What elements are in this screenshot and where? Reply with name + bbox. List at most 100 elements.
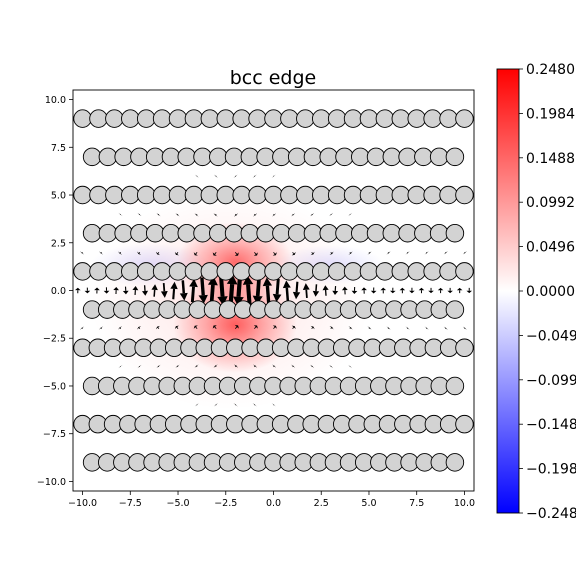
atom-row-4	[343, 262, 363, 281]
atom-row-4	[73, 262, 92, 281]
displacement-arrow	[310, 251, 315, 256]
displacement-arrow	[329, 251, 334, 255]
atom-row-1	[256, 147, 275, 167]
atom-row-3	[351, 223, 370, 243]
displacement-arrow	[137, 212, 142, 217]
atom-row-0	[264, 109, 283, 128]
displacement-arrow	[443, 326, 448, 330]
atom-row-2	[343, 185, 363, 205]
displacement-arrow	[99, 251, 104, 255]
atom-row-3	[161, 223, 181, 243]
atom-row-1	[335, 147, 354, 167]
y-tick-label: −2.5	[43, 334, 66, 345]
displacement-arrow	[233, 174, 238, 178]
displacement-arrow	[447, 287, 453, 294]
displacement-arrow	[213, 213, 218, 217]
atom-row-1	[303, 147, 323, 167]
displacement-arrow	[462, 251, 467, 255]
atom-row-0	[168, 109, 188, 128]
displacement-arrow	[213, 174, 219, 178]
atom-row-1	[224, 147, 244, 167]
displacement-arrow	[198, 277, 208, 304]
displacement-arrow	[310, 325, 315, 330]
displacement-arrow	[348, 251, 353, 255]
displacement-arrow	[272, 364, 277, 368]
displacement-arrow	[118, 212, 123, 217]
displacement-arrow	[252, 364, 258, 368]
atom-row-4	[327, 262, 347, 281]
atom-row-4	[89, 262, 108, 281]
displacement-arrow	[156, 212, 161, 217]
atom-row-0	[407, 109, 426, 128]
displacement-arrow	[155, 251, 160, 256]
atom-row-4	[423, 262, 442, 281]
displacement-arrow	[437, 287, 444, 294]
displacement-arrow	[179, 280, 188, 301]
colorbar-tick-label: −0.1488	[526, 417, 576, 433]
atom-row-3	[335, 223, 354, 243]
displacement-arrow	[252, 403, 257, 407]
displacement-arrow	[272, 278, 282, 303]
colorbar-tick-label: 0.0496	[526, 240, 575, 256]
atom-row-7	[445, 376, 465, 396]
atom-row-1	[319, 147, 338, 167]
displacement-arrow	[156, 364, 161, 369]
x-tick-label: 7.5	[409, 498, 424, 509]
displacement-arrow	[390, 287, 396, 294]
displacement-arrow	[160, 283, 168, 298]
displacement-arrow	[137, 364, 142, 369]
displacement-arrow	[367, 251, 372, 255]
displacement-arrow	[213, 403, 219, 407]
displacement-arrow	[234, 252, 239, 256]
displacement-arrow	[137, 326, 142, 330]
atom-row-0	[232, 109, 251, 128]
displacement-arrow	[175, 364, 180, 369]
atom-row-3	[130, 223, 149, 243]
atom-row-3	[193, 223, 212, 243]
atom-row-4	[391, 262, 411, 281]
displacement-arrow	[291, 212, 296, 217]
displacement-arrow	[466, 287, 473, 294]
atom-row-0	[184, 109, 204, 128]
atom-row-4	[232, 262, 251, 281]
atom-row-3	[272, 223, 291, 243]
atom-row-4	[248, 262, 267, 281]
displacement-arrow	[84, 287, 91, 294]
colorbar-tick-label: 0.2480	[526, 62, 575, 78]
displacement-arrow	[271, 174, 276, 178]
displacement-arrow	[272, 252, 277, 256]
atom-row-1	[398, 147, 417, 167]
displacement-arrow	[291, 252, 296, 256]
displacement-arrow	[151, 284, 158, 297]
displacement-arrow	[329, 364, 334, 369]
displacement-arrow	[348, 364, 353, 369]
atom-row-4	[216, 262, 235, 281]
atom-row-2	[73, 185, 92, 205]
displacement-arrow	[137, 251, 142, 255]
y-tick-label: −5.0	[43, 381, 66, 392]
x-tick-label: −10.0	[68, 498, 97, 509]
atom-layer	[73, 109, 474, 510]
arrow-layer	[75, 174, 473, 407]
atom-row-4	[136, 262, 156, 281]
x-tick-label: −5.0	[166, 498, 189, 509]
displacement-arrow	[80, 326, 85, 330]
x-tick-label: −2.5	[214, 498, 237, 509]
atom-row-3	[240, 223, 260, 243]
atom-row-4	[152, 262, 172, 281]
atom-row-10	[333, 492, 351, 510]
displacement-arrow	[370, 287, 377, 294]
colorbar-tick-label: 0.0992	[526, 195, 575, 211]
atom-row-2	[375, 185, 395, 205]
atom-row-1	[445, 147, 465, 167]
atom-row-1	[145, 147, 165, 167]
atom-row-4	[200, 262, 220, 281]
x-tick-label: −7.5	[119, 498, 142, 509]
atom-row-3	[366, 223, 386, 243]
displacement-arrow	[233, 213, 238, 217]
atom-row-1	[114, 147, 133, 167]
atom-row-1	[240, 147, 260, 167]
atom-row-2	[121, 185, 140, 205]
displacement-arrow	[174, 325, 179, 329]
displacement-arrow	[424, 326, 429, 330]
